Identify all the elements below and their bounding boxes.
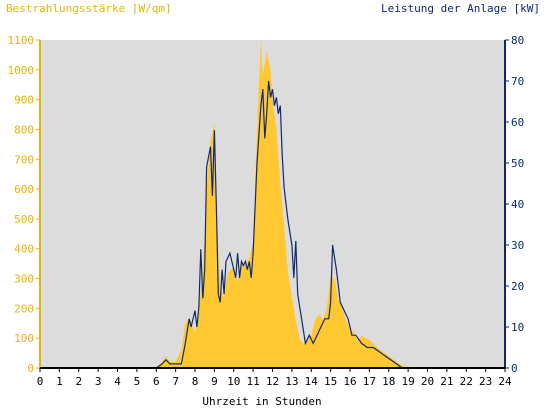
y-right-tick-label: 80 [511, 34, 524, 47]
x-tick-label: 9 [211, 375, 218, 388]
x-tick-label: 2 [75, 375, 82, 388]
x-tick-label: 18 [382, 375, 395, 388]
y-right-tick-label: 20 [511, 280, 524, 293]
x-tick-label: 15 [324, 375, 337, 388]
x-tick-label: 24 [498, 375, 512, 388]
x-tick-label: 7 [172, 375, 179, 388]
x-tick-label: 4 [114, 375, 121, 388]
y-left-tick-label: 500 [14, 213, 34, 226]
x-tick-label: 11 [247, 375, 260, 388]
y-left-tick-label: 0 [27, 362, 34, 375]
axes-layer: 0100200300400500600700800900100011000102… [8, 34, 525, 388]
x-axis-title: Uhrzeit in Stunden [202, 395, 321, 408]
y-right-tick-label: 50 [511, 157, 524, 170]
x-tick-label: 10 [227, 375, 240, 388]
y-right-tick-label: 30 [511, 239, 524, 252]
y-left-tick-label: 700 [14, 153, 34, 166]
x-tick-label: 19 [402, 375, 415, 388]
right-axis-title: Leistung der Anlage [kW] [381, 2, 540, 15]
x-tick-label: 23 [479, 375, 492, 388]
x-tick-label: 6 [153, 375, 160, 388]
y-right-tick-label: 0 [511, 362, 518, 375]
series-layer [40, 40, 505, 369]
series-irradiance-area [40, 40, 505, 368]
y-left-tick-label: 1000 [8, 64, 35, 77]
x-tick-label: 12 [266, 375, 279, 388]
y-left-tick-label: 200 [14, 302, 34, 315]
x-tick-label: 8 [192, 375, 199, 388]
y-left-tick-label: 600 [14, 183, 34, 196]
x-tick-label: 5 [134, 375, 141, 388]
x-tick-label: 14 [305, 375, 319, 388]
x-tick-label: 0 [37, 375, 44, 388]
y-right-tick-label: 40 [511, 198, 524, 211]
x-tick-label: 17 [363, 375, 376, 388]
y-right-tick-label: 10 [511, 321, 524, 334]
y-left-tick-label: 1100 [8, 34, 35, 47]
x-tick-label: 1 [56, 375, 63, 388]
series-power-line [40, 80, 505, 369]
x-tick-label: 21 [440, 375, 453, 388]
y-left-tick-label: 100 [14, 332, 34, 345]
x-tick-label: 13 [285, 375, 298, 388]
y-left-tick-label: 900 [14, 94, 34, 107]
x-tick-label: 16 [343, 375, 356, 388]
y-left-tick-label: 400 [14, 243, 34, 256]
y-left-tick-label: 800 [14, 123, 34, 136]
y-right-tick-label: 70 [511, 75, 524, 88]
x-tick-label: 22 [460, 375, 473, 388]
y-right-tick-label: 60 [511, 116, 524, 129]
x-tick-label: 20 [421, 375, 434, 388]
y-left-tick-label: 300 [14, 273, 34, 286]
left-axis-title: Bestrahlungsstärke [W/qm] [6, 2, 172, 15]
x-tick-label: 3 [95, 375, 102, 388]
